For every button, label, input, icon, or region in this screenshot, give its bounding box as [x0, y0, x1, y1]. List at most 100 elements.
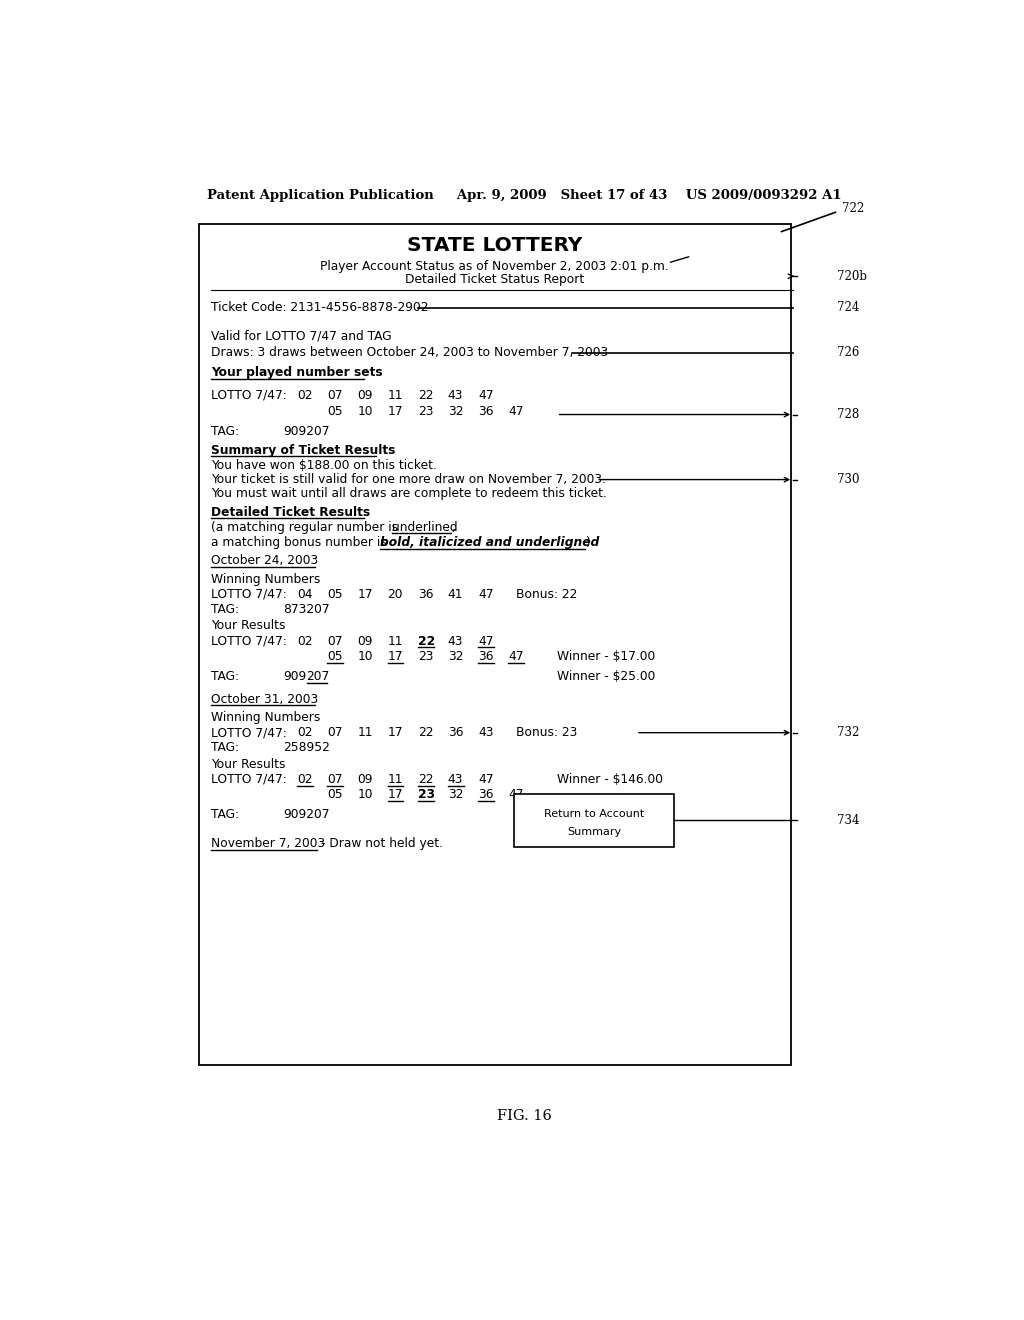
Text: 02: 02	[297, 774, 312, 785]
Text: underlined: underlined	[392, 521, 458, 533]
Text: 43: 43	[478, 726, 494, 739]
Text: November 7, 2003: November 7, 2003	[211, 837, 326, 850]
Text: 02: 02	[297, 635, 312, 648]
Text: 11: 11	[387, 774, 403, 785]
Text: ,: ,	[451, 521, 455, 533]
Text: LOTTO 7/47:: LOTTO 7/47:	[211, 587, 287, 601]
Text: 32: 32	[447, 405, 463, 418]
Text: 23: 23	[418, 788, 435, 801]
Text: 258952: 258952	[283, 742, 330, 755]
Text: 10: 10	[357, 405, 373, 418]
Text: 36: 36	[478, 788, 494, 801]
Text: 732: 732	[837, 726, 859, 739]
Text: Return to Account: Return to Account	[544, 809, 644, 820]
Text: 43: 43	[447, 635, 463, 648]
Text: TAG:: TAG:	[211, 425, 240, 438]
Text: October 24, 2003: October 24, 2003	[211, 554, 318, 568]
Text: 09: 09	[357, 388, 373, 401]
Text: 04: 04	[297, 587, 312, 601]
Text: Winning Numbers: Winning Numbers	[211, 711, 321, 723]
Text: 17: 17	[387, 649, 403, 663]
Text: TAG:: TAG:	[211, 742, 240, 755]
Text: 36: 36	[418, 587, 433, 601]
Text: 730: 730	[837, 473, 859, 486]
Text: 728: 728	[837, 408, 859, 421]
Text: October 31, 2003: October 31, 2003	[211, 693, 318, 706]
Text: 734: 734	[837, 813, 859, 826]
Text: FIG. 16: FIG. 16	[498, 1109, 552, 1123]
Text: 722: 722	[842, 202, 864, 215]
Text: TAG:: TAG:	[211, 671, 240, 684]
Text: 47: 47	[478, 774, 494, 785]
Text: Winner - $25.00: Winner - $25.00	[557, 671, 655, 684]
Text: 23: 23	[418, 649, 433, 663]
Text: 32: 32	[447, 788, 463, 801]
Text: 207: 207	[306, 671, 330, 684]
Text: 05: 05	[328, 649, 343, 663]
Text: 20: 20	[387, 587, 403, 601]
Text: Your played number sets: Your played number sets	[211, 367, 383, 379]
Text: (a matching regular number is: (a matching regular number is	[211, 521, 402, 533]
Text: Your ticket is still valid for one more draw on November 7, 2003.: Your ticket is still valid for one more …	[211, 473, 606, 486]
Text: 07: 07	[328, 774, 343, 785]
Text: 05: 05	[328, 405, 343, 418]
Text: 720b: 720b	[837, 269, 866, 282]
Text: 11: 11	[357, 726, 373, 739]
Text: Summary: Summary	[567, 826, 622, 837]
Text: TAG:: TAG:	[211, 603, 240, 616]
Text: 36: 36	[447, 726, 463, 739]
Text: 10: 10	[357, 649, 373, 663]
Text: Detailed Ticket Results: Detailed Ticket Results	[211, 506, 371, 519]
Text: 47: 47	[478, 635, 494, 648]
Text: 05: 05	[328, 587, 343, 601]
Text: 22: 22	[418, 726, 433, 739]
Text: 43: 43	[447, 388, 463, 401]
Text: 873207: 873207	[283, 603, 330, 616]
Text: Your Results: Your Results	[211, 758, 286, 771]
Text: 02: 02	[297, 388, 312, 401]
Text: 909: 909	[283, 671, 306, 684]
Text: bold, italicized and underligned: bold, italicized and underligned	[380, 536, 600, 549]
Text: Player Account Status as of November 2, 2003 2:01 p.m.: Player Account Status as of November 2, …	[321, 260, 669, 273]
Text: Winner - $17.00: Winner - $17.00	[557, 649, 654, 663]
Text: Your Results: Your Results	[211, 619, 286, 632]
Text: Bonus: 22: Bonus: 22	[516, 587, 578, 601]
Text: 36: 36	[478, 405, 494, 418]
Text: 22: 22	[418, 388, 433, 401]
Text: 47: 47	[508, 649, 523, 663]
Text: STATE LOTTERY: STATE LOTTERY	[407, 236, 583, 255]
FancyBboxPatch shape	[514, 793, 674, 846]
Text: 47: 47	[508, 405, 523, 418]
Text: TAG:: TAG:	[211, 808, 240, 821]
Text: Valid for LOTTO 7/47 and TAG: Valid for LOTTO 7/47 and TAG	[211, 330, 392, 343]
Text: Ticket Code: 2131-4556-8878-2902: Ticket Code: 2131-4556-8878-2902	[211, 301, 429, 314]
Text: a matching bonus number is: a matching bonus number is	[211, 536, 391, 549]
Text: 47: 47	[508, 788, 523, 801]
Text: LOTTO 7/47:: LOTTO 7/47:	[211, 635, 287, 648]
Text: LOTTO 7/47:: LOTTO 7/47:	[211, 774, 287, 785]
Text: Winning Numbers: Winning Numbers	[211, 573, 321, 586]
Text: Patent Application Publication     Apr. 9, 2009   Sheet 17 of 43    US 2009/0093: Patent Application Publication Apr. 9, 2…	[208, 189, 842, 202]
Text: 17: 17	[357, 587, 373, 601]
Text: 02: 02	[297, 726, 312, 739]
Text: 726: 726	[837, 346, 859, 359]
Text: 724: 724	[837, 301, 859, 314]
Text: 909207: 909207	[283, 808, 330, 821]
Text: 10: 10	[357, 788, 373, 801]
Text: 07: 07	[328, 388, 343, 401]
Text: You must wait until all draws are complete to redeem this ticket.: You must wait until all draws are comple…	[211, 487, 607, 500]
Text: 11: 11	[387, 388, 403, 401]
Text: LOTTO 7/47:: LOTTO 7/47:	[211, 388, 287, 401]
FancyBboxPatch shape	[200, 224, 791, 1065]
Text: 32: 32	[447, 649, 463, 663]
Text: 47: 47	[478, 587, 494, 601]
Text: Draws: 3 draws between October 24, 2003 to November 7, 2003: Draws: 3 draws between October 24, 2003 …	[211, 346, 608, 359]
Text: 22: 22	[418, 774, 433, 785]
Text: 17: 17	[387, 788, 403, 801]
Text: 09: 09	[357, 635, 373, 648]
Text: 43: 43	[447, 774, 463, 785]
Text: You have won $188.00 on this ticket.: You have won $188.00 on this ticket.	[211, 459, 437, 471]
Text: 41: 41	[447, 587, 463, 601]
Text: ): )	[585, 536, 590, 549]
Text: Winner - $146.00: Winner - $146.00	[557, 774, 663, 785]
